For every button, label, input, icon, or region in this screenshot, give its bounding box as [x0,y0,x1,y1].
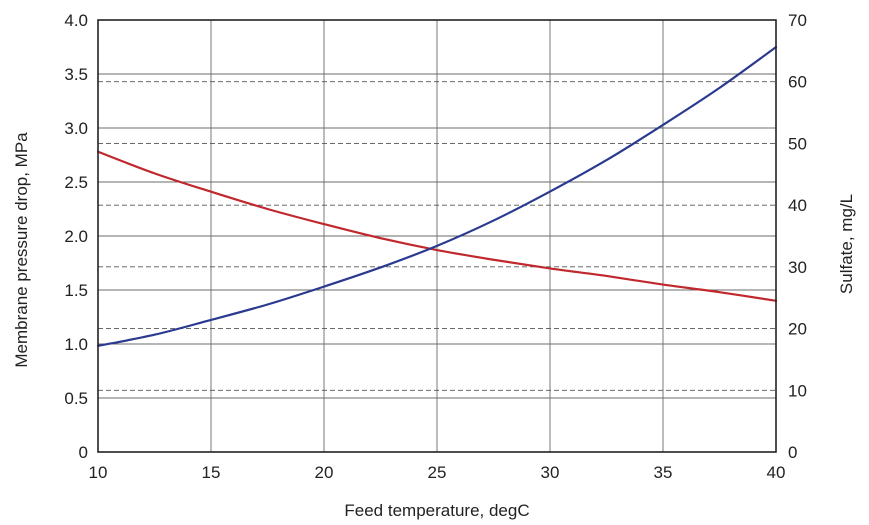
y-left-tick-label: 2.5 [64,173,88,192]
y-left-tick-label: 4.0 [64,11,88,30]
y-left-tick-label: 2.0 [64,227,88,246]
grid [98,20,776,452]
y-right-tick-label: 10 [788,381,807,400]
y-axis-left-label: Membrane pressure drop, MPa [12,132,31,368]
y-left-tick-label: 1.5 [64,281,88,300]
x-tick-label: 10 [89,463,108,482]
plot-frame [97,19,777,453]
y-left-tick-label: 0 [79,443,88,462]
y-right-tick-label: 70 [788,11,807,30]
series-lines [96,46,778,347]
y-right-tick-label: 20 [788,320,807,339]
x-tick-label: 25 [428,463,447,482]
y-left-tick-label: 1.0 [64,335,88,354]
y-axis-right-label: Sulfate, mg/L [837,194,856,294]
x-tick-label: 20 [315,463,334,482]
y-right-tick-label: 0 [788,443,797,462]
x-tick-label: 35 [654,463,673,482]
y-left-tick-label: 3.5 [64,65,88,84]
y-right-tick-label: 60 [788,73,807,92]
tick-labels: 10 15 20 25 30 35 4000.51.01.52.02.53.03.54.00… [64,11,807,482]
y-right-tick-label: 50 [788,134,807,153]
y-right-tick-label: 30 [788,258,807,277]
series-line-left-axis [96,150,778,302]
y-right-tick-label: 40 [788,196,807,215]
x-tick-label: 15 [202,463,221,482]
x-tick-label: 40 [767,463,786,482]
y-left-tick-label: 3.0 [64,119,88,138]
y-left-tick-label: 0.5 [64,389,88,408]
series-line-right-axis [96,46,778,347]
x-tick-label: 30 [541,463,560,482]
x-axis-label: Feed temperature, degC [344,501,529,520]
